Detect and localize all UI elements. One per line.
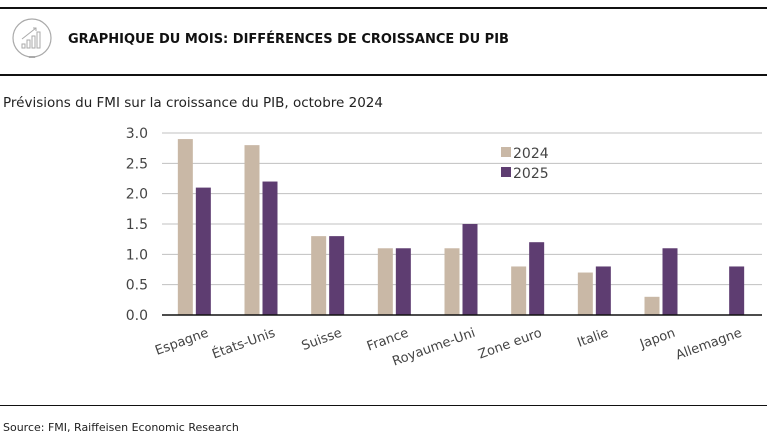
page-title: GRAPHIQUE DU MOIS: DIFFÉRENCES DE CROISS… (68, 32, 509, 47)
chart-title: Prévisions du FMI sur la croissance du P… (3, 95, 383, 111)
y-tick-label: 1.5 (126, 217, 148, 233)
bar-2025 (529, 242, 545, 315)
y-tick-label: 0.0 (126, 308, 148, 324)
y-tick-label: 3.0 (126, 126, 148, 142)
top-rule (0, 7, 767, 9)
bar-2024 (511, 266, 527, 315)
bar-chart: 0.0 0.5 1.0 1.5 2.0 2.5 3.0 Espagne États-Unis Su… (126, 126, 762, 370)
x-tick-label: Suisse (300, 326, 344, 354)
y-tick-label: 1.0 (126, 247, 148, 263)
x-tick-label: Japon (637, 326, 677, 353)
x-tick-label: Zone euro (476, 326, 544, 363)
legend-swatch-2024 (501, 147, 511, 157)
bar-2024 (244, 145, 260, 315)
legend-swatch-2025 (501, 167, 511, 177)
bar-2025 (395, 248, 411, 315)
bar-2025 (462, 224, 478, 315)
source-note: Source: FMI, Raiffeisen Economic Researc… (3, 421, 239, 434)
bar-2024 (377, 248, 393, 315)
x-tick-label: Espagne (153, 326, 210, 359)
x-tick-label: États-Unis (210, 325, 278, 363)
footer-rule (0, 405, 767, 406)
bar-2025 (262, 181, 278, 315)
bar-2024 (311, 236, 327, 315)
bar-2024 (444, 248, 460, 315)
y-tick-label: 2.5 (126, 156, 148, 172)
bar-2024 (577, 272, 593, 315)
bar-2025 (595, 266, 611, 315)
x-tick-label: Allemagne (674, 326, 744, 364)
bar-2025 (662, 248, 678, 315)
bar-2025 (729, 266, 745, 315)
x-tick-label: Italie (575, 326, 610, 351)
header-bottom-rule (0, 74, 767, 76)
legend-label: 2025 (513, 166, 549, 182)
bar-2025 (195, 187, 211, 315)
legend-label: 2024 (513, 146, 549, 162)
bar-2025 (329, 236, 345, 315)
y-tick-label: 0.5 (126, 278, 148, 294)
y-tick-label: 2.0 (126, 187, 148, 203)
bar-chart-growth-icon (12, 18, 52, 58)
bar-2024 (177, 139, 193, 315)
bar-2024 (644, 296, 660, 315)
